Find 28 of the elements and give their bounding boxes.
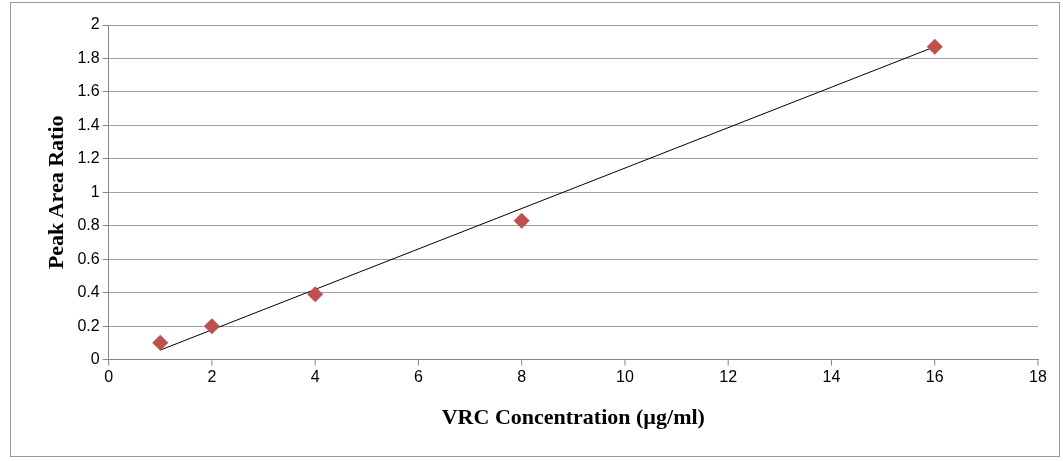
x-tick-label: 6: [413, 368, 423, 386]
y-tick-label: 0.8: [77, 216, 100, 234]
x-tick-label: 0: [104, 368, 114, 386]
x-tick-label: 10: [616, 368, 634, 386]
point: [307, 286, 324, 303]
x-tick-label: 2: [207, 368, 217, 386]
y-tick-label: 0.2: [77, 316, 100, 334]
y-tick-label: 1.6: [77, 82, 100, 100]
x-tick-label: 8: [517, 368, 527, 386]
y-tick-label: 2: [90, 15, 100, 33]
y-axis-title: Peak Area Ratio: [42, 115, 68, 270]
point: [203, 318, 220, 335]
point: [926, 38, 943, 55]
point: [513, 212, 530, 229]
x-tick-label: 12: [719, 368, 738, 386]
x-tick-label: 18: [1029, 368, 1047, 386]
x-tick-label: 14: [822, 368, 841, 386]
y-tick-label: 1.4: [77, 115, 100, 133]
y-tick-label: 1.8: [77, 48, 100, 66]
x-tick-label: 16: [925, 368, 944, 386]
y-tick-label: 0.6: [77, 249, 100, 267]
point: [152, 334, 169, 351]
y-tick-label: 0: [90, 350, 100, 368]
y-tick-label: 1: [90, 182, 100, 200]
x-axis-title: VRC Concentration (µg/ml): [441, 404, 705, 430]
x-tick-label: 4: [310, 368, 320, 386]
y-tick-label: 0.4: [77, 283, 100, 301]
y-tick-label: 1.2: [77, 149, 100, 167]
